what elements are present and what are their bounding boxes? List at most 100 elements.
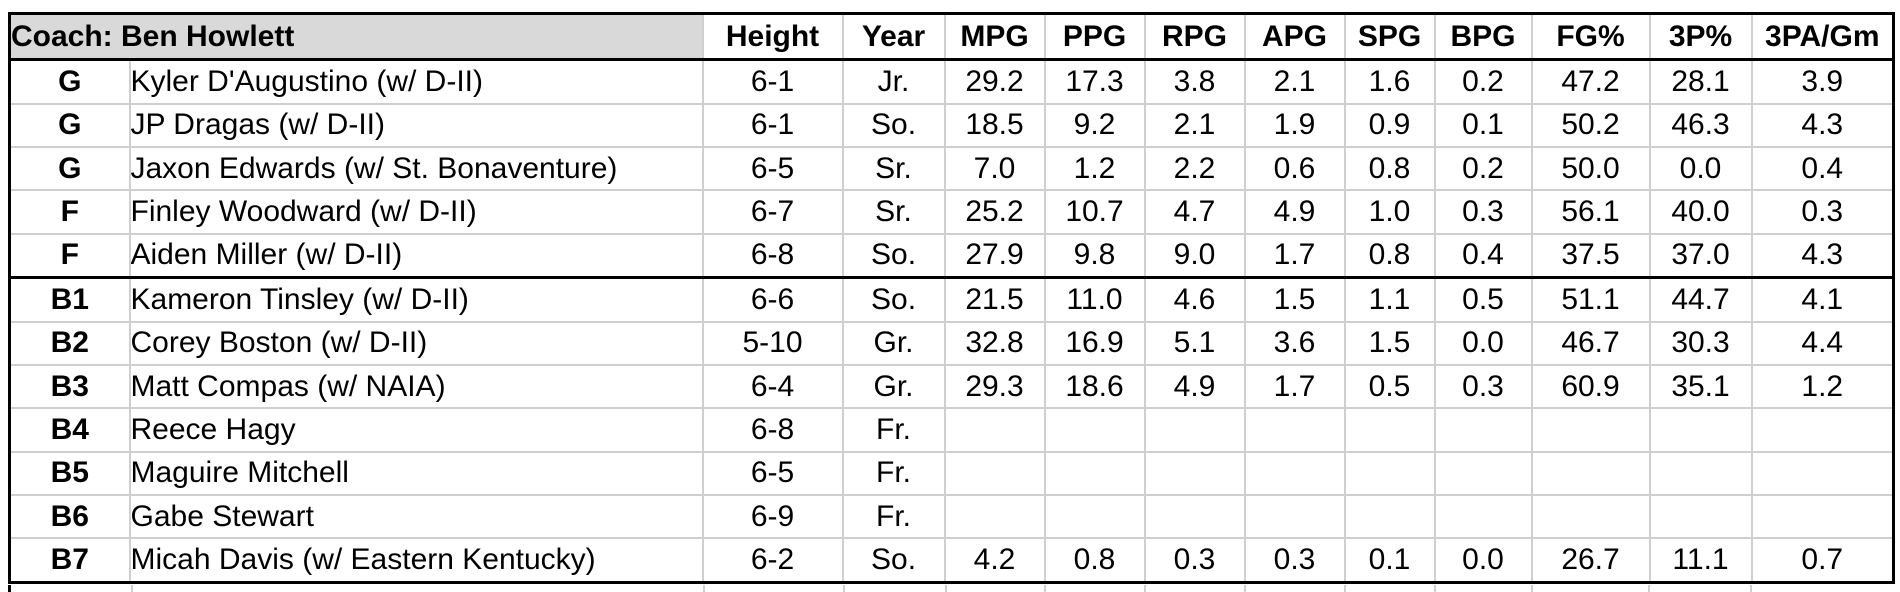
stat-cell[interactable]: 0.6 (1243, 145, 1345, 191)
stat-cell[interactable]: 0.3 (1750, 189, 1894, 234)
stat-cell[interactable] (1143, 407, 1245, 452)
stat-cell[interactable]: 4.2 (943, 537, 1045, 583)
stat-cell[interactable]: 0.0 (1648, 145, 1752, 191)
player-name-cell[interactable]: Micah Davis (w/ Eastern Kentucky) (128, 537, 703, 583)
player-name-cell[interactable]: Kameron Tinsley (w/ D-II) (128, 277, 703, 322)
height-cell[interactable]: 6-4 (701, 364, 843, 409)
stat-cell[interactable]: 37.0 (1648, 232, 1752, 278)
stat-cell[interactable]: 1.1 (1343, 277, 1435, 322)
stat-cell[interactable]: 0.2 (1433, 145, 1532, 191)
stat-cell[interactable] (1143, 494, 1245, 539)
height-cell[interactable]: 6-1 (701, 102, 843, 147)
stat-cell[interactable]: 17.3 (1043, 59, 1145, 104)
stat-cell[interactable]: 9.8 (1043, 232, 1145, 278)
stat-cell[interactable]: 26.7 (1530, 537, 1650, 583)
position-cell[interactable]: G (58, 64, 82, 98)
column-header-height[interactable]: Height (701, 13, 843, 61)
column-header-apg[interactable]: APG (1243, 13, 1345, 61)
stat-cell[interactable]: 1.2 (1043, 145, 1145, 191)
stat-cell[interactable]: 0.0 (1433, 320, 1532, 366)
height-cell[interactable]: 6-1 (701, 59, 843, 104)
stat-cell[interactable]: 0.5 (1343, 364, 1435, 409)
stat-cell[interactable]: 30.3 (1648, 320, 1752, 366)
position-cell[interactable]: B5 (9, 450, 130, 496)
stat-cell[interactable]: 50.2 (1530, 102, 1650, 147)
player-name-cell[interactable]: Maguire Mitchell (128, 450, 703, 496)
stat-cell[interactable]: 0.4 (1750, 145, 1894, 191)
stat-cell[interactable] (1750, 407, 1894, 452)
stat-cell[interactable]: 3.6 (1243, 320, 1345, 366)
stat-cell[interactable]: 21.5 (943, 277, 1045, 322)
stat-cell[interactable]: 46.7 (1530, 320, 1650, 366)
stat-cell[interactable]: 0.9 (1343, 102, 1435, 147)
stat-cell[interactable]: 0.8 (1343, 232, 1435, 278)
stat-cell[interactable]: 0.1 (1343, 537, 1435, 583)
year-cell[interactable]: Gr. (841, 320, 945, 366)
stat-cell[interactable]: 46.3 (1648, 102, 1752, 147)
position-cell[interactable]: B2 (9, 320, 130, 366)
stat-cell[interactable] (1243, 450, 1345, 496)
height-cell[interactable]: 6-5 (701, 450, 843, 496)
stat-cell[interactable]: 35.1 (1648, 364, 1752, 409)
stat-cell[interactable]: 1.7 (1243, 364, 1345, 409)
stat-cell[interactable]: 1.0 (1343, 189, 1435, 234)
stat-cell[interactable]: 1.2 (1750, 364, 1894, 409)
stat-cell[interactable]: 0.0 (1433, 537, 1532, 583)
stat-cell[interactable]: 40.0 (1648, 189, 1752, 234)
player-name-cell[interactable]: JP Dragas (w/ D-II) (128, 102, 703, 147)
stat-cell[interactable]: 18.5 (943, 102, 1045, 147)
stat-cell[interactable] (1043, 407, 1145, 452)
column-header-rpg[interactable]: RPG (1143, 13, 1245, 61)
stat-cell[interactable]: 60.9 (1530, 364, 1650, 409)
stat-cell[interactable] (1343, 494, 1435, 539)
stat-cell[interactable]: 0.4 (1433, 232, 1532, 278)
stat-cell[interactable]: 25.2 (943, 189, 1045, 234)
position-cell[interactable]: B7 (9, 537, 130, 583)
position-cell[interactable]: B4 (9, 407, 130, 452)
year-cell[interactable]: Gr. (841, 364, 945, 409)
height-cell[interactable]: 6-8 (701, 407, 843, 452)
height-cell[interactable]: 6-8 (701, 232, 843, 278)
stat-cell[interactable] (1433, 450, 1532, 496)
column-header-mpg[interactable]: MPG (943, 13, 1045, 61)
column-header-ppg[interactable]: PPG (1043, 13, 1145, 61)
stat-cell[interactable]: 3.8 (1143, 59, 1245, 104)
stat-cell[interactable]: 0.8 (1343, 145, 1435, 191)
player-name-cell[interactable]: Finley Woodward (w/ D-II) (128, 189, 703, 234)
year-cell[interactable]: Fr. (841, 407, 945, 452)
column-header-spg[interactable]: SPG (1343, 13, 1435, 61)
position-cell[interactable]: F (9, 189, 130, 234)
stat-cell[interactable]: 47.2 (1530, 59, 1650, 104)
stat-cell[interactable]: 4.3 (1750, 102, 1894, 147)
stat-cell[interactable]: 4.4 (1750, 320, 1894, 366)
stat-cell[interactable]: 51.1 (1530, 277, 1650, 322)
stat-cell[interactable]: 10.7 (1043, 189, 1145, 234)
stat-cell[interactable]: 27.9 (943, 232, 1045, 278)
year-cell[interactable]: So. (841, 232, 945, 278)
stat-cell[interactable] (943, 407, 1045, 452)
stat-cell[interactable]: 1.9 (1243, 102, 1345, 147)
stat-cell[interactable] (943, 494, 1045, 539)
stat-cell[interactable]: 44.7 (1648, 277, 1752, 322)
stat-cell[interactable]: 0.2 (1433, 59, 1532, 104)
year-cell[interactable]: Sr. (841, 189, 945, 234)
player-name-cell[interactable]: Kyler D'Augustino (w/ D-II) (128, 59, 703, 104)
player-name-cell[interactable]: Corey Boston (w/ D-II) (128, 320, 703, 366)
stat-cell[interactable]: 16.9 (1043, 320, 1145, 366)
stat-cell[interactable] (1433, 494, 1532, 539)
stat-cell[interactable] (1530, 494, 1650, 539)
stat-cell[interactable]: 28.1 (1648, 59, 1752, 104)
player-name-cell[interactable]: Matt Compas (w/ NAIA) (128, 364, 703, 409)
stat-cell[interactable]: 18.6 (1043, 364, 1145, 409)
stat-cell[interactable]: 0.7 (1750, 537, 1894, 583)
stat-cell[interactable]: 4.3 (1750, 232, 1894, 278)
stat-cell[interactable]: 4.9 (1243, 189, 1345, 234)
stat-cell[interactable]: 0.1 (1433, 102, 1532, 147)
player-name-cell[interactable]: Reece Hagy (128, 407, 703, 452)
column-header-fg-[interactable]: FG% (1530, 13, 1650, 61)
stat-cell[interactable]: 50.0 (1530, 145, 1650, 191)
stat-cell[interactable] (1648, 494, 1752, 539)
height-cell[interactable]: 5-10 (701, 320, 843, 366)
height-cell[interactable]: 6-2 (701, 537, 843, 583)
stat-cell[interactable] (1648, 450, 1752, 496)
